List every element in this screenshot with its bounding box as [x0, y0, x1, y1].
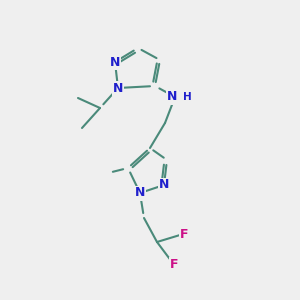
Text: H: H [183, 92, 192, 102]
Text: F: F [180, 229, 188, 242]
Text: N: N [113, 82, 123, 94]
Text: N: N [167, 91, 177, 103]
Text: F: F [170, 257, 178, 271]
Text: N: N [159, 178, 169, 191]
Text: N: N [135, 187, 145, 200]
Text: N: N [110, 56, 120, 68]
